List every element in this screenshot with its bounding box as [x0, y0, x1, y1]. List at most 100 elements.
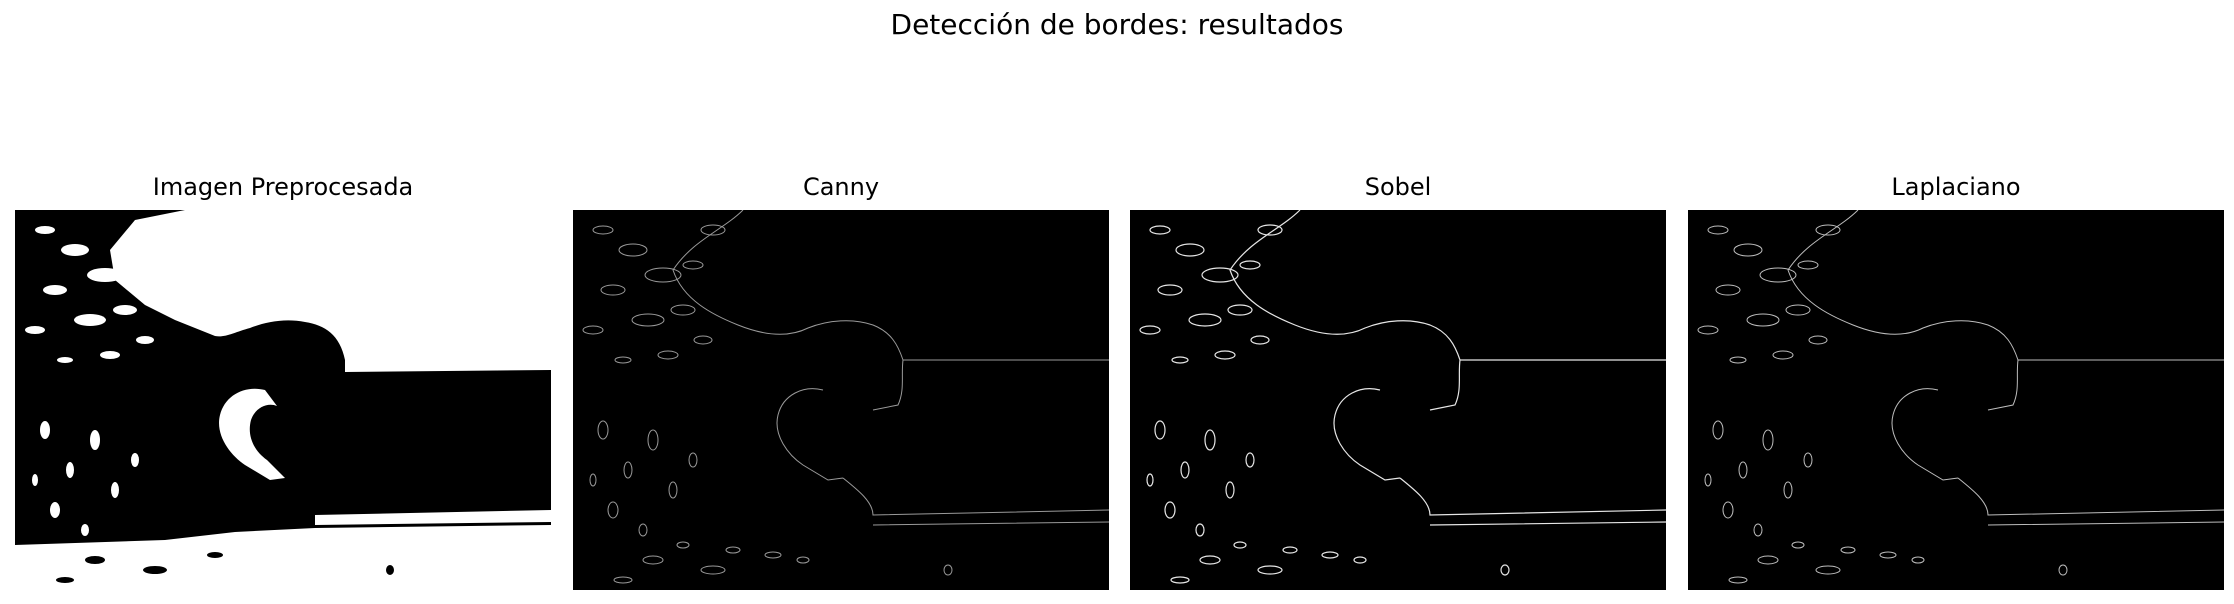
edge-blob	[1282, 546, 1298, 554]
edge-blob	[1815, 565, 1841, 575]
edge-blob	[1712, 420, 1724, 440]
edge-blob	[1204, 429, 1216, 451]
edge-blob	[1715, 284, 1741, 296]
edge-blob	[700, 565, 726, 575]
panel-title-sobel: Sobel	[1364, 173, 1432, 201]
edge-blob	[668, 481, 678, 499]
preprocessed-image-svg	[15, 210, 551, 590]
edge-blob	[1250, 335, 1270, 345]
edge-blob	[1733, 243, 1763, 257]
edge-blob	[1785, 304, 1811, 316]
edge-blob	[1180, 461, 1190, 479]
edge-blob	[670, 304, 696, 316]
edge-blob	[1199, 555, 1221, 565]
edge-contour	[1787, 210, 2224, 526]
edge-blob	[1239, 260, 1261, 270]
edge-blob	[592, 225, 614, 235]
panel-canny: Canny	[573, 172, 1109, 590]
image-preprocessed	[15, 210, 551, 590]
edge-blob	[1791, 541, 1805, 549]
edge-blob	[1201, 267, 1239, 283]
edge-blob	[1171, 356, 1189, 364]
edge-blob	[597, 420, 609, 440]
edge-blob	[1321, 551, 1339, 559]
edge-blob	[1757, 555, 1779, 565]
edge-blob	[1728, 576, 1748, 584]
edge-blob	[1233, 541, 1247, 549]
panel-sobel: Sobel	[1130, 172, 1666, 590]
edge-blob	[1139, 325, 1161, 335]
edge-blob	[1911, 556, 1925, 564]
edge-blob	[607, 501, 619, 519]
edge-blob	[1257, 565, 1283, 575]
edge-blob	[693, 335, 713, 345]
panel-title-canny: Canny	[802, 173, 880, 201]
edge-blob	[1257, 224, 1283, 236]
edge-blob	[647, 429, 659, 451]
edge-blob	[688, 452, 698, 468]
edge-blob	[623, 461, 633, 479]
edge-blob	[582, 325, 604, 335]
edge-blob	[600, 284, 626, 296]
edge-blob	[1175, 243, 1205, 257]
edge-blob	[1154, 420, 1166, 440]
edge-blob	[1353, 556, 1367, 564]
edge-blob	[1738, 461, 1748, 479]
edge-blob	[1729, 356, 1747, 364]
edge-blob	[1500, 564, 1510, 576]
edge-background	[1688, 210, 2224, 590]
edge-blob	[638, 523, 648, 537]
panel-laplaciano: Laplaciano	[1688, 172, 2224, 590]
edge-background	[573, 210, 1109, 590]
panel-preprocessed: Imagen Preprocesada	[15, 172, 551, 590]
edge-blob	[1783, 481, 1793, 499]
edge-blob	[1188, 313, 1222, 327]
edge-contour	[1229, 210, 1666, 526]
edge-blob	[1803, 452, 1813, 468]
edge-blob	[796, 556, 810, 564]
edge-blob	[1797, 260, 1819, 270]
edge-blob	[1704, 473, 1712, 487]
edge-blob	[700, 224, 726, 236]
edge-blob	[1815, 224, 1841, 236]
edge-blob	[2058, 564, 2068, 576]
edge-blob	[1157, 284, 1183, 296]
edge-blob	[1227, 304, 1253, 316]
edge-blob	[1762, 429, 1774, 451]
edge-blob	[1772, 350, 1794, 360]
edge-blob	[1214, 350, 1236, 360]
edge-blob	[1722, 501, 1734, 519]
edge-background	[1130, 210, 1666, 590]
edge-blob	[725, 546, 741, 554]
edge-blob	[1746, 313, 1780, 327]
edge-blob	[1707, 225, 1729, 235]
edge-blob	[1170, 576, 1190, 584]
edge-blob	[1808, 335, 1828, 345]
edge-blob	[1164, 501, 1176, 519]
edge-blob	[1840, 546, 1856, 554]
edge-blob	[1759, 267, 1797, 283]
edge-blob	[1195, 523, 1205, 537]
edge-blob	[1146, 473, 1154, 487]
edge-blob	[1149, 225, 1171, 235]
image-laplaciano	[1688, 210, 2224, 590]
panel-title-laplaciano: Laplaciano	[1891, 173, 2021, 201]
edge-blob	[682, 260, 704, 270]
edge-blob	[1225, 481, 1235, 499]
edge-blob	[1879, 551, 1897, 559]
sobel-edges-svg	[1130, 210, 1666, 590]
edge-blob	[764, 551, 782, 559]
panel-title-preprocessed: Imagen Preprocesada	[152, 173, 414, 201]
edge-blob	[618, 243, 648, 257]
edge-blob	[589, 473, 597, 487]
edge-blob	[1753, 523, 1763, 537]
laplaciano-edges-svg	[1688, 210, 2224, 590]
edge-blob	[1697, 325, 1719, 335]
edge-contour	[672, 210, 1109, 526]
figure-title: Detección de bordes: resultados	[890, 8, 1344, 41]
edge-blob	[943, 564, 953, 576]
edge-blob	[613, 576, 633, 584]
canny-edges-svg	[573, 210, 1109, 590]
edge-blob	[1245, 452, 1255, 468]
edge-blob	[642, 555, 664, 565]
